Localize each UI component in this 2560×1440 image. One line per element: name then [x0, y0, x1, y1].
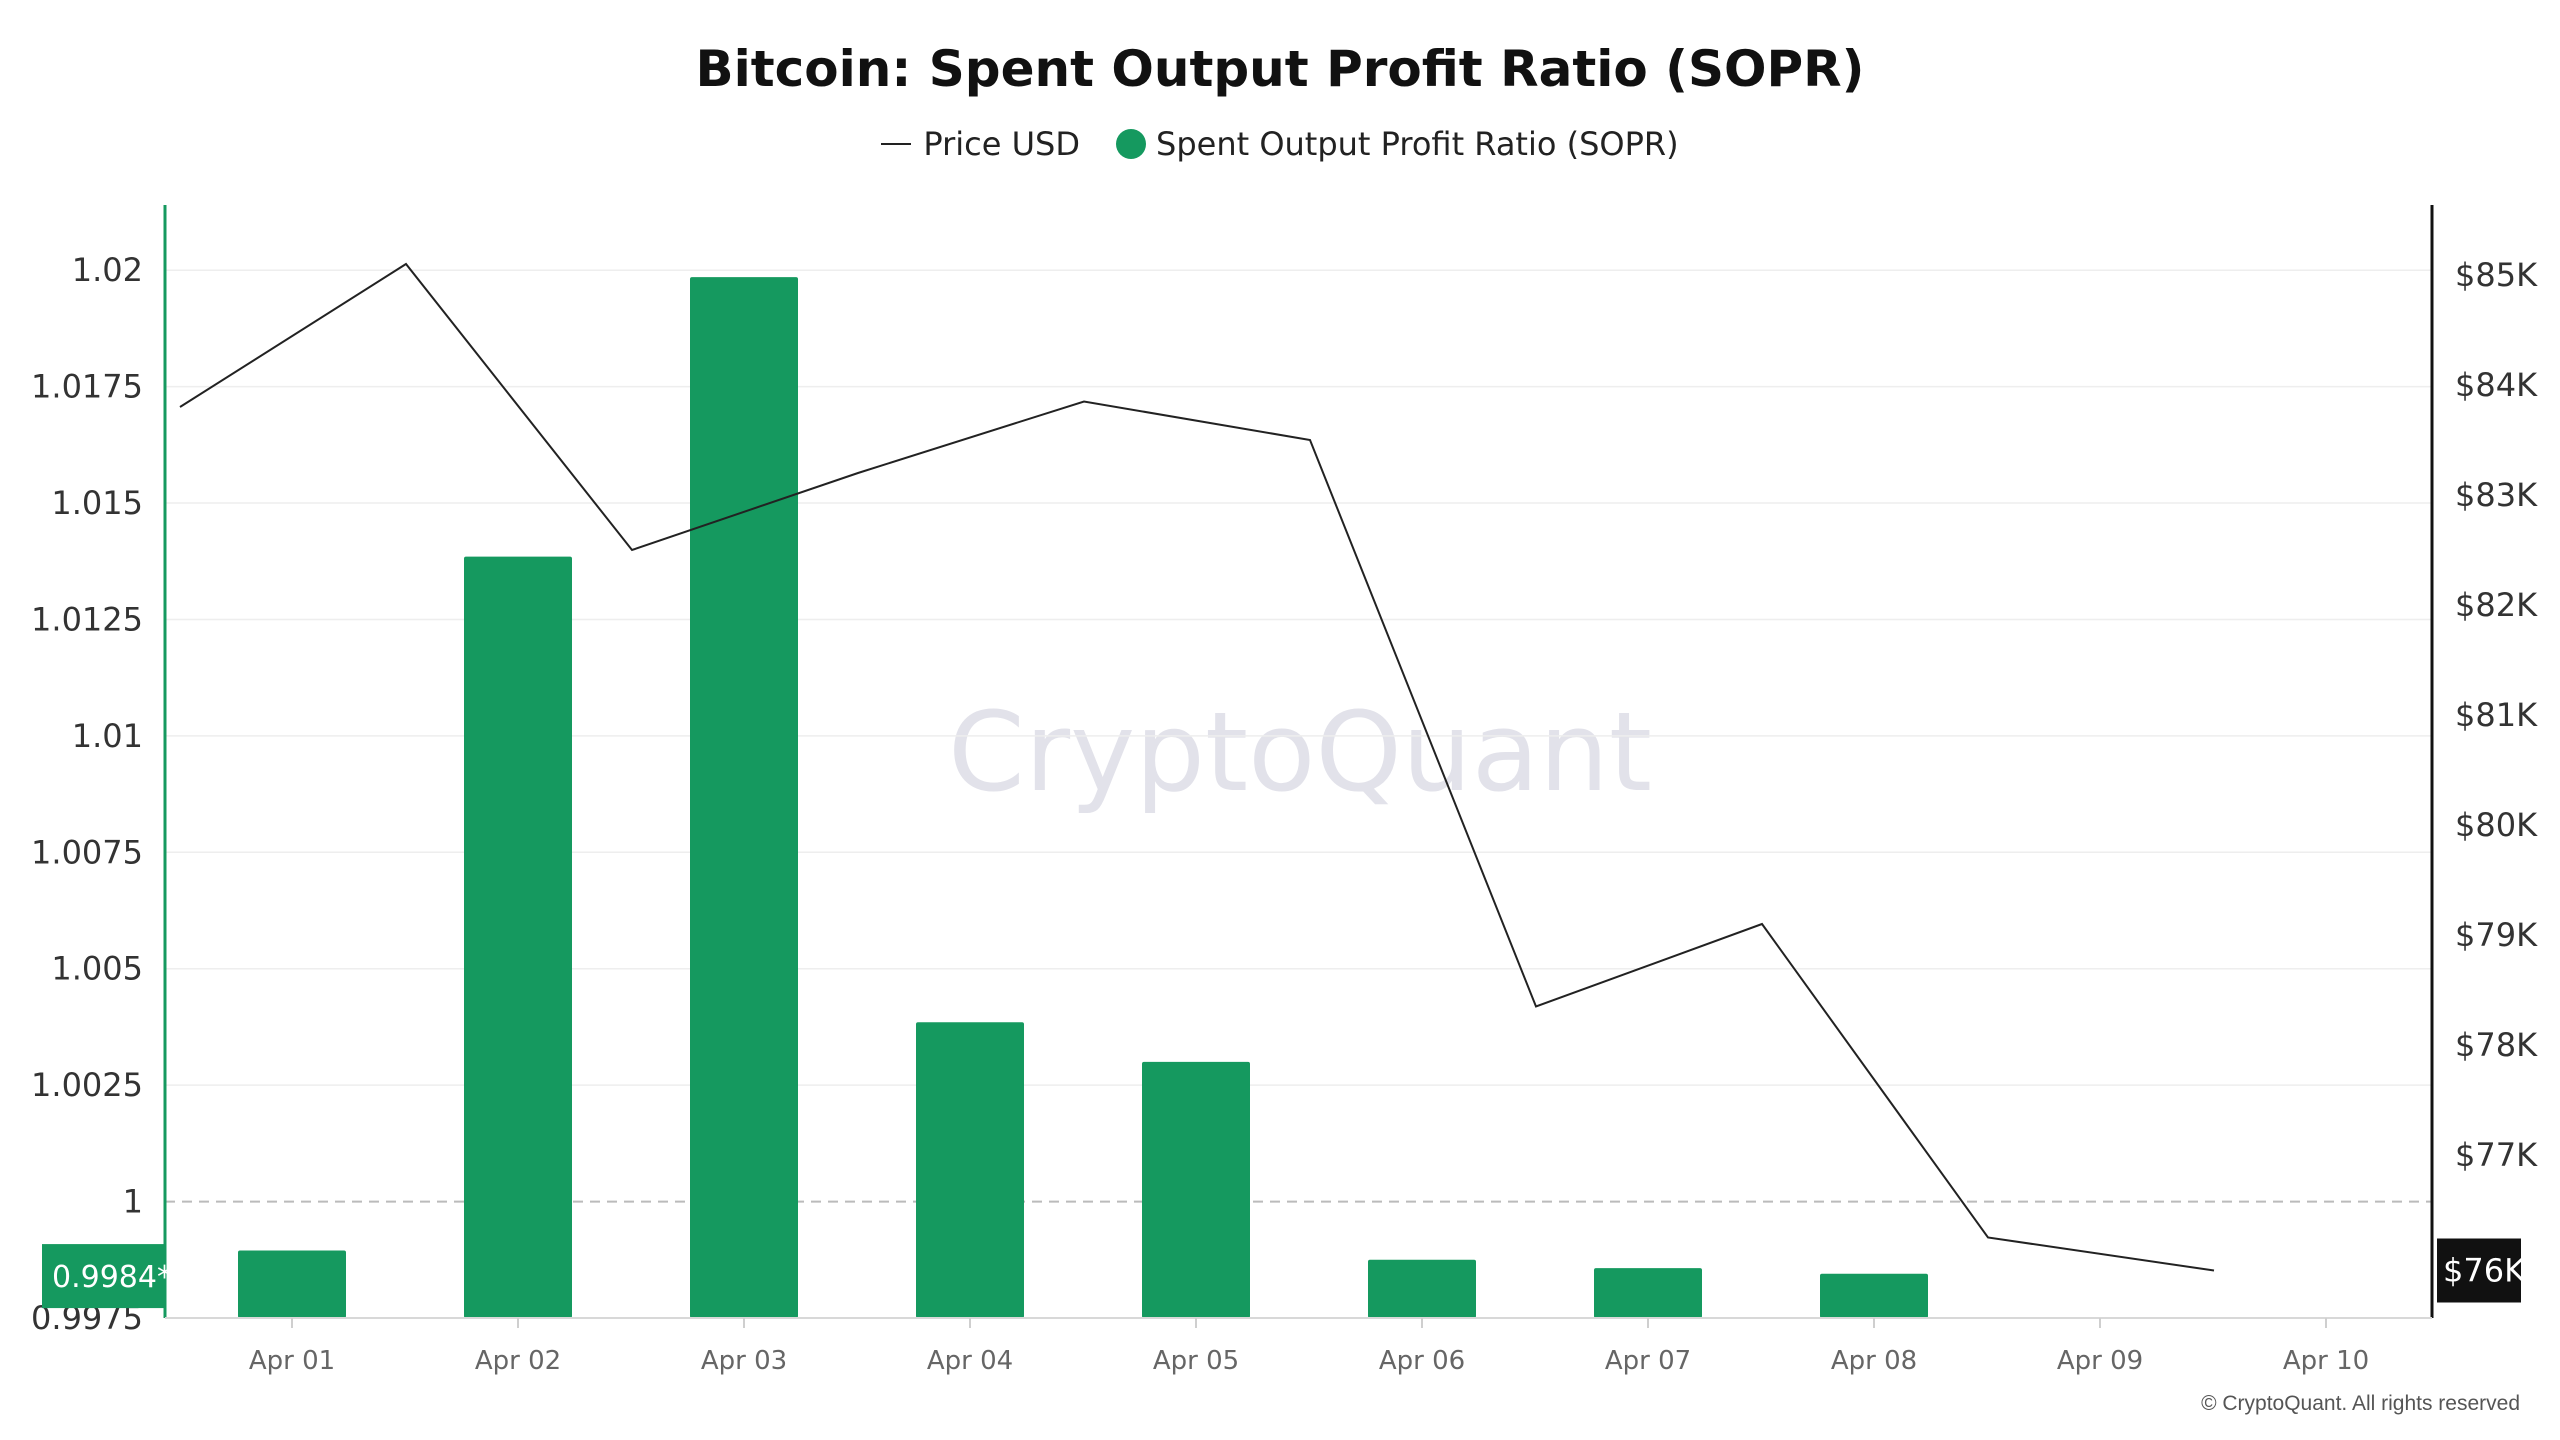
sopr-bar-2: [464, 556, 572, 1318]
legend-label-sopr: Spent Output Profit Ratio (SOPR): [1156, 125, 1679, 163]
x-tick-label-1: Apr 02: [475, 1346, 561, 1376]
left-tick-label-9: 1.02: [72, 251, 143, 289]
current-price-label: $76K: [2443, 1252, 2526, 1290]
sopr-bar-3: [690, 277, 798, 1318]
left-tick-label-6: 1.0125: [31, 600, 143, 638]
right-tick-label-5: $81K: [2455, 696, 2538, 734]
current-price-label-box: [2437, 1238, 2521, 1303]
price-line: [179, 262, 2215, 1272]
watermark: CryptoQuant: [948, 688, 1652, 816]
right-tick-label-9: $85K: [2455, 256, 2538, 294]
x-tick-label-0: Apr 01: [249, 1346, 335, 1376]
price-line-swatch-icon: [881, 143, 912, 145]
sopr-dot-swatch-icon: [1116, 129, 1146, 159]
right-tick-label-2: $78K: [2455, 1026, 2538, 1064]
chart-title: Bitcoin: Spent Output Profit Ratio (SOPR…: [695, 40, 1865, 98]
current-sopr-label-box: [42, 1244, 165, 1309]
chart-legend: Price USD Spent Output Profit Ratio (SOP…: [0, 125, 2560, 163]
left-tick-label-5: 1.01: [72, 717, 143, 755]
x-tick-label-5: Apr 06: [1379, 1346, 1465, 1376]
x-tick-label-7: Apr 08: [1831, 1346, 1917, 1376]
x-axis-ticks: Apr 01 Apr 02 Apr 03 Apr 04 Apr 05 Apr 06 Apr …: [249, 1318, 2369, 1376]
left-axis-ticks: 0.997511.00251.0051.00751.011.01251.0151…: [31, 251, 143, 1337]
sopr-bar-6: [1368, 1259, 1476, 1318]
sopr-bar-8: [1820, 1273, 1928, 1318]
legend-item-price[interactable]: Price USD: [881, 125, 1080, 163]
x-tick-label-8: Apr 09: [2057, 1346, 2143, 1376]
x-tick-label-6: Apr 07: [1605, 1346, 1691, 1376]
current-sopr-label: 0.9984*: [52, 1260, 172, 1295]
right-tick-label-1: $77K: [2455, 1136, 2538, 1174]
left-tick-label-3: 1.005: [51, 950, 143, 988]
sopr-bar-7: [1594, 1268, 1702, 1318]
right-tick-label-4: $80K: [2455, 806, 2538, 844]
right-tick-label-8: $84K: [2455, 366, 2538, 404]
sopr-bar-5: [1142, 1061, 1250, 1318]
right-tick-label-7: $83K: [2455, 476, 2538, 514]
right-tick-label-3: $79K: [2455, 916, 2538, 954]
left-tick-label-4: 1.0075: [31, 833, 143, 871]
axes: [163, 205, 2434, 1319]
x-tick-label-9: Apr 10: [2283, 1346, 2369, 1376]
sopr-bars: [238, 277, 1928, 1318]
x-tick-label-2: Apr 03: [701, 1346, 787, 1376]
legend-label-price: Price USD: [923, 125, 1080, 163]
legend-item-sopr[interactable]: Spent Output Profit Ratio (SOPR): [1116, 125, 1679, 163]
copyright-notice: © CryptoQuant. All rights reserved: [2201, 1392, 2520, 1415]
left-tick-label-7: 1.015: [51, 484, 143, 522]
left-tick-label-1: 1: [123, 1183, 143, 1221]
x-tick-label-4: Apr 05: [1153, 1346, 1239, 1376]
sopr-bar-1: [238, 1250, 346, 1318]
current-value-labels: 0.9984* $76K: [42, 1238, 2526, 1309]
left-tick-label-8: 1.0175: [31, 368, 143, 406]
right-tick-label-6: $82K: [2455, 586, 2538, 624]
x-tick-label-3: Apr 04: [927, 1346, 1013, 1376]
sopr-bar-4: [916, 1022, 1024, 1318]
right-axis-ticks: $77K $78K $79K $80K $81K $82K $83K $84K $85K: [2455, 256, 2538, 1174]
left-tick-label-2: 1.0025: [31, 1066, 143, 1104]
